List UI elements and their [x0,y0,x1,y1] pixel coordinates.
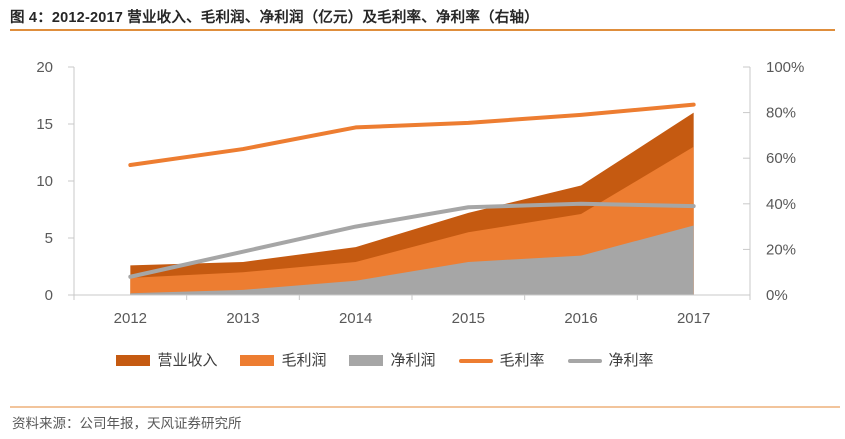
right-tick-label: 60% [766,150,796,167]
legend-swatch-gross-profit [240,355,275,366]
x-tick-label: 2016 [564,310,597,327]
x-tick-label: 2014 [339,310,372,327]
line-net-margin [128,201,696,279]
legend-swatch-gross-margin [458,358,493,363]
legend-label-revenue: 营业收入 [157,352,218,369]
legend-item-gross-profit: 毛利润 [240,353,326,368]
footer-divider [10,406,840,408]
right-tick-label: 40% [766,196,796,213]
legend-item-revenue: 营业收入 [116,353,217,368]
source-note: 资料来源：公司年报，天风证券研究所 [12,416,242,431]
left-tick-label: 0 [45,287,53,304]
x-tick-label: 2017 [677,310,710,327]
left-tick-label: 15 [36,116,53,133]
legend-item-gross-margin: 毛利率 [458,352,545,369]
title-divider [10,29,835,31]
x-tick-label: 2012 [114,310,147,327]
right-tick-label: 20% [766,241,796,258]
legend-label-net-margin: 净利率 [608,352,654,369]
legend-swatch-net-profit [349,355,384,366]
left-tick-label: 10 [36,173,53,190]
right-tick-label: 80% [766,105,796,122]
right-tick-label: 0% [766,287,788,304]
line-gross-margin [128,102,696,168]
x-tick-label: 2015 [452,310,485,327]
left-tick-label: 5 [45,230,53,247]
legend-item-net-profit: 净利润 [349,352,436,369]
left-tick-label: 20 [36,59,53,76]
legend-label-gross-margin: 毛利率 [499,352,545,369]
legend-label-net-profit: 净利润 [390,352,436,369]
chart-plot: 0 5 10 15 20 0% 20% 40% 60% 80% 100% 2012 2013 2014 20… [36,59,804,327]
right-tick-label: 100% [766,59,804,76]
legend-label-gross-profit: 毛利润 [281,352,327,369]
figure-title: 图 4：2012-2017 营业收入、毛利润、净利润（亿元）及毛利率、净利率（右… [10,10,539,26]
x-tick-label: 2013 [226,310,259,327]
legend-item-net-margin: 净利率 [567,352,654,369]
chart-legend: 营业收入 毛利润 净利润 毛利率 净利率 [0,353,770,368]
area-net-profit [130,225,694,295]
legend-swatch-net-margin [567,358,602,363]
legend-swatch-revenue [116,355,151,366]
